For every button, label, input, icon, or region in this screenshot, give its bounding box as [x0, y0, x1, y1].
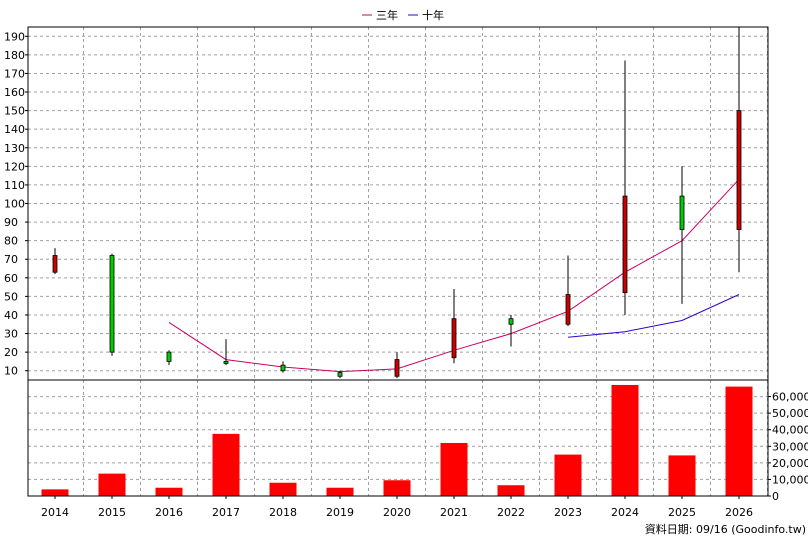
year-tick-label-2022: 2022 — [497, 506, 525, 519]
legend-label-ten-year: 十年 — [422, 8, 444, 22]
price-tick-label: 140 — [4, 123, 25, 136]
volume-axis-tick-labels: 0 10,000 20,000 30,000 40,000 50,000 60,000 — [768, 391, 808, 503]
volume-grid — [28, 380, 768, 497]
year-tick-label-2023: 2023 — [554, 506, 582, 519]
ten-year-line — [567, 294, 740, 338]
volume-bar-2016 — [155, 487, 183, 496]
candle-body-2023 — [565, 294, 571, 325]
price-tick-label: 130 — [4, 142, 25, 155]
volume-tick-label: 60,000 — [772, 391, 808, 404]
price-tick-label: 50 — [4, 290, 18, 303]
price-tick-label: 90 — [4, 216, 18, 229]
year-tick-label-2020: 2020 — [383, 506, 411, 519]
candle-body-2019 — [337, 372, 343, 377]
price-tick-label: 120 — [4, 160, 25, 173]
volume-bar-2015 — [98, 473, 126, 496]
volume-bar-2017 — [212, 433, 240, 496]
year-axis-tick-labels: 2014 2015 2016 2017 2018 2019 2020 2021 2022 2023… — [41, 496, 753, 519]
candle-body-2016 — [166, 351, 172, 362]
volume-bar-2026 — [725, 386, 753, 496]
legend-label-three-year: 三年 — [376, 8, 398, 22]
legend: 三年 十年 — [362, 8, 444, 22]
volume-bar-2024 — [611, 384, 639, 496]
volume-tick-label: 20,000 — [772, 457, 808, 470]
candle-body-2022 — [508, 318, 514, 325]
price-tick-label: 180 — [4, 49, 25, 62]
volume-bar-2020 — [383, 480, 411, 496]
candle-body-2020 — [394, 359, 400, 377]
candle-body-2026 — [736, 110, 742, 230]
volume-bar-2019 — [326, 487, 354, 496]
price-tick-label: 60 — [4, 272, 18, 285]
candle-body-2021 — [451, 318, 457, 359]
volume-bar-2014 — [41, 489, 69, 496]
candle-body-2024 — [622, 195, 628, 294]
plot-frames — [27, 26, 769, 497]
price-tick-label: 110 — [4, 179, 25, 192]
price-tick-label: 20 — [4, 346, 18, 359]
year-tick-label-2026: 2026 — [725, 506, 753, 519]
source-label: 資料日期: 09/16 (Goodinfo.tw) — [645, 522, 806, 536]
volume-plot-frame — [27, 379, 769, 497]
price-tick-label: 170 — [4, 67, 25, 80]
volume-tick-label: 40,000 — [772, 424, 808, 437]
candle-body-2014 — [52, 255, 58, 273]
price-tick-label: 70 — [4, 253, 18, 266]
price-tick-label: 150 — [4, 105, 25, 118]
volume-bar-2022 — [497, 485, 525, 496]
volume-tick-label: 0 — [772, 490, 779, 503]
candle-body-2017 — [223, 361, 229, 364]
price-tick-label: 100 — [4, 198, 25, 211]
year-tick-label-2024: 2024 — [611, 506, 639, 519]
volume-tick-label: 10,000 — [772, 473, 808, 486]
year-tick-label-2019: 2019 — [326, 506, 354, 519]
price-grid — [28, 27, 768, 380]
price-tick-label: 190 — [4, 30, 25, 43]
price-tick-label: 80 — [4, 235, 18, 248]
year-tick-label-2018: 2018 — [269, 506, 297, 519]
year-tick-label-2021: 2021 — [440, 506, 468, 519]
volume-tick-label: 50,000 — [772, 407, 808, 420]
volume-bars — [41, 384, 753, 496]
price-candles — [52, 27, 742, 379]
volume-bar-2021 — [440, 442, 468, 496]
candle-body-2025 — [679, 195, 685, 230]
year-tick-label-2016: 2016 — [155, 506, 183, 519]
price-tick-label: 40 — [4, 309, 18, 322]
price-tick-label: 30 — [4, 328, 18, 341]
candle-body-2018 — [280, 364, 286, 372]
price-axis-tick-labels: 10 20 30 40 50 60 70 80 90 100 110 120 130 140 150 160 1… — [4, 30, 28, 378]
year-tick-label-2015: 2015 — [98, 506, 126, 519]
volume-tick-label: 30,000 — [772, 440, 808, 453]
volume-bar-2023 — [554, 454, 582, 496]
year-tick-label-2014: 2014 — [41, 506, 69, 519]
volume-bar-2025 — [668, 455, 696, 496]
volume-bar-2018 — [269, 482, 297, 496]
year-tick-label-2017: 2017 — [212, 506, 240, 519]
year-tick-label-2025: 2025 — [668, 506, 696, 519]
candle-body-2015 — [109, 255, 115, 353]
price-tick-label: 10 — [4, 365, 18, 378]
price-tick-label: 160 — [4, 86, 25, 99]
